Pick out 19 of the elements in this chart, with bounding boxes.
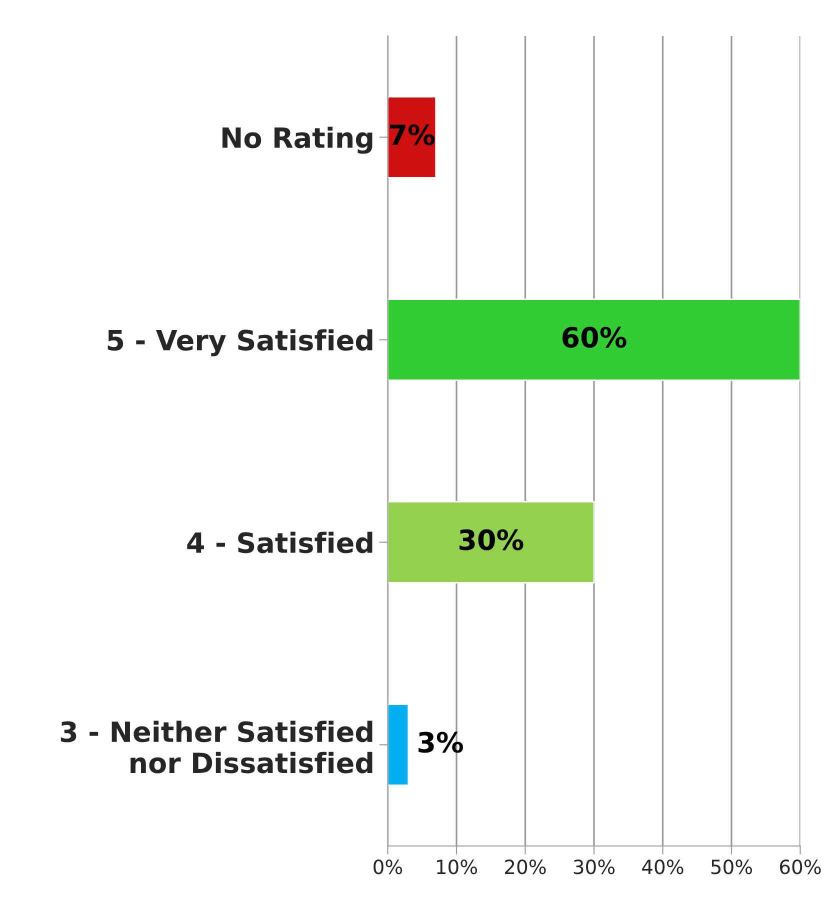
x-tick-label: 20% — [505, 860, 546, 874]
x-tick-label: 40% — [642, 860, 684, 874]
bar — [388, 96, 437, 178]
bar — [388, 501, 595, 584]
y-tick-label: No Rating — [222, 126, 372, 154]
y-tick-label: 3 - Neither Satisfied nor Dissatisfied — [60, 720, 372, 774]
data-label: 60% — [562, 326, 626, 348]
y-tick-label: 5 - Very Satisfied — [108, 329, 372, 356]
bar — [388, 298, 800, 381]
x-tick-label: 60% — [780, 860, 821, 874]
bar — [388, 704, 410, 786]
data-label: 3% — [418, 732, 463, 753]
x-tick-label: 30% — [574, 860, 615, 874]
x-tick-label: 10% — [437, 860, 478, 874]
data-label: 30% — [459, 529, 524, 550]
data-label: 7% — [390, 124, 435, 146]
x-tick-label: 0% — [374, 860, 402, 874]
x-tick-label: 50% — [711, 860, 752, 874]
y-tick-label: 4 - Satisfied — [187, 532, 372, 554]
